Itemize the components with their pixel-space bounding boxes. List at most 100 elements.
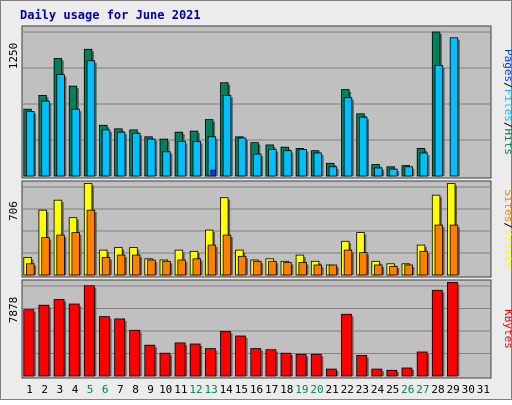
- bar-sites-day-12: [192, 258, 201, 276]
- bar-kbytes-day-7: [114, 318, 125, 377]
- x-tick-label-3: 3: [56, 383, 63, 396]
- bar-kbytes-day-22: [341, 313, 352, 377]
- bar-kbytes-day-28: [431, 289, 443, 377]
- bar-files-day-10: [162, 151, 171, 177]
- bar-kbytes-day-17: [265, 349, 277, 377]
- bar-kbytes-day-18: [280, 352, 292, 377]
- bar-kbytes-day-8: [129, 329, 141, 377]
- bar-files-day-5: [86, 60, 96, 177]
- bar-sites-day-15: [237, 255, 247, 276]
- x-tick-label-27: 27: [416, 383, 429, 396]
- bar-kbytes-day-10: [159, 352, 171, 377]
- bar-kbytes-day-9: [144, 344, 156, 377]
- x-tick-label-20: 20: [310, 383, 323, 396]
- x-tick-label-8: 8: [132, 383, 139, 396]
- legend-files: Files: [502, 89, 512, 122]
- bar-sites-day-28: [434, 224, 443, 276]
- bar-files-day-16: [253, 153, 262, 177]
- bar-sites-day-24: [374, 264, 383, 276]
- panel-kbytes: 7878 KBytes: [7, 279, 512, 379]
- bar-files-day-26: [404, 166, 413, 177]
- bar-sites-day-5: [86, 209, 96, 276]
- bar-files-day-7: [116, 131, 126, 177]
- panel-hits-files-pages: 1250 Pages/Files/Hits: [7, 25, 512, 179]
- bar-files-day-22: [343, 97, 353, 177]
- x-tick-label-30: 30: [462, 383, 475, 396]
- bar-sites-day-25: [389, 265, 398, 276]
- x-tick-label-7: 7: [117, 383, 124, 396]
- legend-separator: /: [502, 222, 512, 229]
- legend-separator: /: [502, 82, 512, 89]
- bar-files-day-4: [71, 108, 80, 177]
- panel-legend: KBytes: [502, 309, 512, 349]
- x-tick-label-19: 19: [295, 383, 308, 396]
- bar-kbytes-day-6: [99, 316, 110, 377]
- bar-sites-day-7: [116, 254, 126, 276]
- legend-hits: Hits: [502, 129, 512, 156]
- bar-files-day-12: [192, 140, 201, 177]
- bar-kbytes-day-24: [371, 368, 383, 377]
- bar-sites-day-6: [101, 257, 111, 276]
- bar-sites-day-8: [131, 254, 141, 276]
- bar-sites-day-3: [56, 234, 65, 276]
- legend-kbytes: KBytes: [502, 309, 512, 349]
- x-tick-label-10: 10: [159, 383, 172, 396]
- x-tick-label-6: 6: [102, 383, 109, 396]
- x-tick-label-29: 29: [447, 383, 460, 396]
- bar-files-day-20: [313, 152, 322, 177]
- bar-kbytes-day-16: [250, 348, 262, 377]
- x-tick-label-13: 13: [204, 383, 217, 396]
- bar-files-day-25: [389, 168, 398, 177]
- bar-sites-day-20: [313, 264, 322, 276]
- bar-kbytes-day-15: [235, 335, 247, 377]
- bar-files-day-9: [147, 138, 156, 177]
- x-tick-label-18: 18: [280, 383, 293, 396]
- bar-sites-day-9: [147, 259, 156, 276]
- bar-sites-day-27: [419, 250, 428, 276]
- bar-kbytes-day-2: [38, 304, 50, 377]
- x-tick-label-17: 17: [265, 383, 278, 396]
- bar-sites-day-26: [404, 264, 413, 276]
- bar-files-day-23: [358, 116, 368, 177]
- bar-sites-day-21: [328, 264, 338, 276]
- x-tick-label-5: 5: [87, 383, 94, 396]
- bar-sites-day-16: [253, 260, 262, 276]
- bar-pages-day-13: [210, 169, 216, 177]
- bar-files-day-3: [56, 74, 65, 177]
- bar-files-day-1: [26, 111, 35, 177]
- bar-kbytes-day-23: [356, 354, 368, 377]
- bar-kbytes-day-3: [53, 299, 65, 377]
- bar-files-day-28: [434, 65, 443, 177]
- x-tick-label-11: 11: [174, 383, 187, 396]
- bar-sites-day-14: [222, 234, 232, 276]
- x-tick-label-9: 9: [147, 383, 154, 396]
- bar-kbytes-day-19: [295, 353, 307, 377]
- bar-sites-day-23: [358, 252, 368, 276]
- y-max-label: 7878: [7, 297, 20, 324]
- bar-kbytes-day-11: [174, 342, 186, 377]
- legend-separator: /: [502, 122, 512, 129]
- bar-sites-day-1: [26, 263, 35, 276]
- bar-files-day-27: [419, 152, 428, 177]
- bar-kbytes-day-20: [310, 353, 322, 377]
- x-tick-labels: 1 2 3 4 5 6 7 8 9 10 11 12 13 14 15 16 17 18 19 20 21 22 23 24 2…: [26, 383, 490, 396]
- y-max-label: 1250: [7, 43, 20, 70]
- bar-files-day-19: [298, 149, 307, 177]
- x-tick-label-15: 15: [235, 383, 248, 396]
- panel-legend: Sites/Visits: [502, 189, 512, 269]
- bar-kbytes-day-14: [220, 330, 231, 377]
- bar-sites-day-2: [41, 237, 50, 276]
- bar-kbytes-day-1: [23, 309, 35, 377]
- bar-kbytes-day-13: [204, 348, 216, 377]
- x-tick-label-4: 4: [72, 383, 79, 396]
- bar-kbytes-day-5: [83, 285, 95, 377]
- x-tick-label-21: 21: [325, 383, 338, 396]
- bar-files-day-24: [374, 167, 383, 177]
- legend-sites: Sites: [502, 189, 512, 222]
- panel-legend: Pages/Files/Hits: [502, 49, 512, 155]
- bar-files-day-17: [268, 149, 277, 177]
- x-tick-label-24: 24: [371, 383, 385, 396]
- panels-layer: 1250Pages/Files/Hits706Sites/Visits7878K…: [7, 25, 512, 379]
- bar-sites-day-11: [177, 259, 186, 276]
